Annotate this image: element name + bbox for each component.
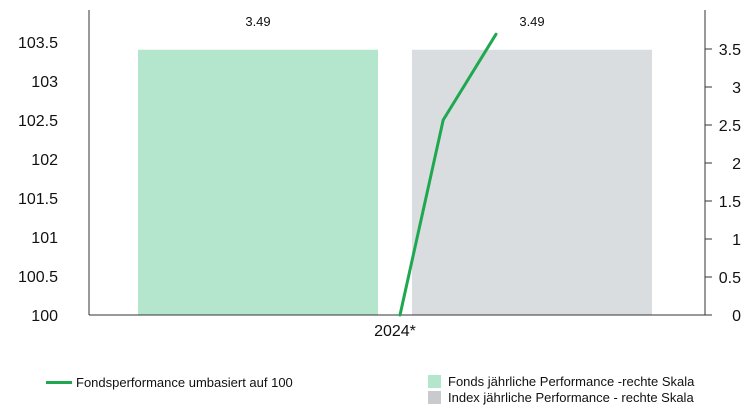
- right-tick-label: 2.5: [719, 118, 741, 135]
- left-tick-label: 103.5: [18, 35, 58, 52]
- legend-bar-fonds: Fonds jährliche Performance -rechte Skal…: [428, 374, 694, 389]
- left-tick-label: 103: [31, 74, 58, 91]
- right-tick-label: 1: [732, 232, 741, 249]
- right-tick-label: 0: [732, 308, 741, 325]
- bar-fonds: [138, 49, 378, 315]
- x-tick-label: 2024*: [374, 323, 416, 340]
- fonds-swatch: [428, 375, 441, 388]
- right-tick-label: 0.5: [719, 270, 741, 287]
- right-tick-label: 3: [732, 80, 741, 97]
- legend-bar-index: Index jährliche Performance - rechte Ska…: [428, 390, 694, 405]
- legend-line: Fondsperformance umbasiert auf 100: [46, 375, 293, 390]
- legend-bar-fonds-label: Fonds jährliche Performance -rechte Skal…: [448, 374, 695, 389]
- bar-index: [412, 49, 652, 315]
- left-tick-label: 102: [31, 152, 58, 169]
- legend-line-label: Fondsperformance umbasiert auf 100: [76, 375, 293, 390]
- left-tick-label: 101.5: [18, 191, 58, 208]
- bar-fonds-data-label: 3.49: [245, 14, 270, 29]
- left-tick-label: 102.5: [18, 113, 58, 130]
- performance-chart: 100 100.5 101 101.5 102 102.5 103 103.5 0 0.5 1 1.…: [18, 10, 741, 340]
- right-tick-label: 1.5: [719, 194, 741, 211]
- right-tick-label: 2: [732, 156, 741, 173]
- bar-index-data-label: 3.49: [519, 14, 544, 29]
- left-tick-label: 100.5: [18, 269, 58, 286]
- index-swatch: [428, 391, 441, 404]
- right-tick-label: 3.5: [719, 42, 741, 59]
- line-swatch: [46, 381, 72, 384]
- left-tick-label: 101: [31, 230, 58, 247]
- legend-bar-index-label: Index jährliche Performance - rechte Ska…: [448, 390, 694, 405]
- fonds-performance-line: [398, 32, 498, 317]
- left-tick-label: 100: [31, 308, 58, 325]
